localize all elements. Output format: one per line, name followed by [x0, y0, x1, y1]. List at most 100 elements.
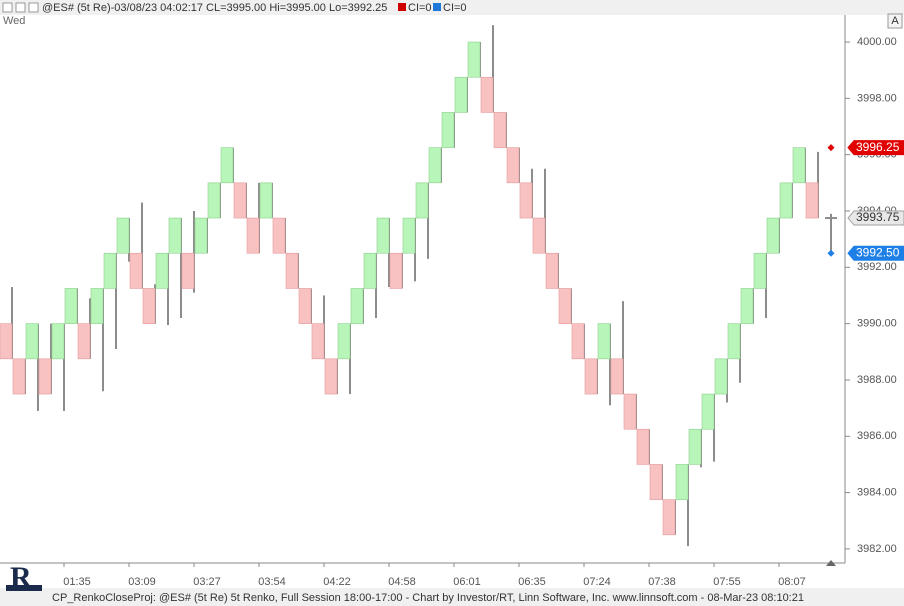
- brick: [441, 112, 455, 148]
- brick: [545, 252, 559, 289]
- brick: [116, 217, 130, 254]
- price-tag: [847, 245, 904, 261]
- scale-button-label[interactable]: A: [891, 15, 899, 27]
- brick: [454, 76, 468, 113]
- brick: [402, 217, 416, 254]
- brick: [103, 252, 117, 289]
- x-tick-label: 08:07: [778, 576, 806, 588]
- brick: [25, 323, 39, 360]
- brick: [805, 182, 819, 219]
- brick: [636, 428, 650, 465]
- header-bar: [0, 0, 904, 15]
- brick: [506, 147, 520, 184]
- price-tag-label: 3993.75: [856, 210, 900, 224]
- brick: [155, 252, 169, 289]
- brick: [337, 323, 351, 360]
- brick: [623, 393, 637, 430]
- brick: [532, 217, 546, 254]
- brick: [584, 358, 598, 395]
- brick: [90, 288, 104, 324]
- brick: [272, 217, 286, 254]
- brick: [142, 288, 156, 324]
- y-tick-label: 3982.00: [857, 543, 897, 555]
- brick: [64, 288, 78, 324]
- x-tick-label: 04:58: [388, 576, 416, 588]
- brick: [324, 358, 338, 395]
- brick: [77, 323, 91, 360]
- brick: [376, 217, 390, 254]
- price-tag: [847, 140, 904, 156]
- brick: [662, 499, 676, 536]
- y-tick-label: 3990.00: [857, 318, 897, 330]
- brick: [779, 182, 793, 219]
- brick: [740, 288, 754, 324]
- brick: [220, 147, 234, 184]
- brick: [519, 182, 533, 219]
- brick: [233, 182, 247, 219]
- brick: [129, 252, 143, 289]
- brick: [467, 41, 481, 78]
- brick: [38, 358, 52, 395]
- footer-bar: [0, 588, 904, 606]
- brick: [428, 147, 442, 184]
- brick: [571, 323, 585, 360]
- projection-marker: [827, 249, 835, 257]
- y-tick-label: 4000.00: [857, 36, 897, 48]
- brick: [727, 323, 741, 360]
- y-tick-label: 3988.00: [857, 374, 897, 386]
- projection-marker: [827, 144, 835, 152]
- y-tick-label: 3992.00: [857, 261, 897, 273]
- footer-text: CP_RenkoCloseProj: @ES# (5t Re) 5t Renko…: [52, 592, 804, 604]
- brick: [207, 182, 221, 219]
- brick: [298, 288, 312, 324]
- x-tick-label: 04:22: [323, 576, 351, 588]
- header-icon: [28, 2, 39, 13]
- price-tag: [847, 210, 904, 226]
- brick: [701, 393, 715, 430]
- legend-swatch: [433, 3, 441, 11]
- brick: [649, 464, 663, 500]
- brick: [610, 358, 624, 395]
- brick: [350, 288, 364, 324]
- brick: [389, 252, 403, 289]
- brick: [415, 182, 429, 219]
- x-tick-label: 07:24: [583, 576, 611, 588]
- brick: [12, 358, 26, 395]
- brick: [51, 323, 65, 360]
- y-tick-label: 3986.00: [857, 430, 897, 442]
- brick: [285, 252, 299, 289]
- brick: [0, 323, 13, 360]
- brick: [493, 112, 507, 148]
- brick: [259, 182, 273, 219]
- brick: [714, 358, 728, 395]
- price-tag-label: 3996.25: [856, 140, 900, 154]
- x-tick-label: 07:55: [713, 576, 741, 588]
- brick: [753, 252, 767, 289]
- header-icon: [2, 2, 13, 13]
- brick: [688, 428, 702, 465]
- x-tick-label: 03:27: [193, 576, 221, 588]
- x-tick-label: 03:54: [258, 576, 286, 588]
- brick: [766, 217, 780, 254]
- x-tick-label: 06:01: [453, 576, 481, 588]
- x-tick-label: 01:35: [63, 576, 91, 588]
- legend-label: CI=0: [408, 2, 432, 14]
- y-tick-label: 3984.00: [857, 487, 897, 499]
- scale-button[interactable]: [887, 13, 903, 29]
- brick: [194, 217, 208, 254]
- brick: [597, 323, 611, 360]
- day-label: Wed: [3, 15, 25, 27]
- scroll-arrow[interactable]: [826, 560, 836, 566]
- header-title: @ES# (5t Re)-03/08/23 04:02:17 CL=3995.0…: [42, 2, 387, 14]
- brick: [480, 76, 494, 113]
- brick: [363, 252, 377, 289]
- x-tick-label: 03:09: [128, 576, 156, 588]
- brick: [792, 147, 806, 184]
- brick: [558, 288, 572, 324]
- brick: [246, 217, 260, 254]
- x-tick-label: 07:38: [648, 576, 676, 588]
- price-tag-label: 3992.50: [856, 245, 900, 259]
- header-icon: [15, 2, 26, 13]
